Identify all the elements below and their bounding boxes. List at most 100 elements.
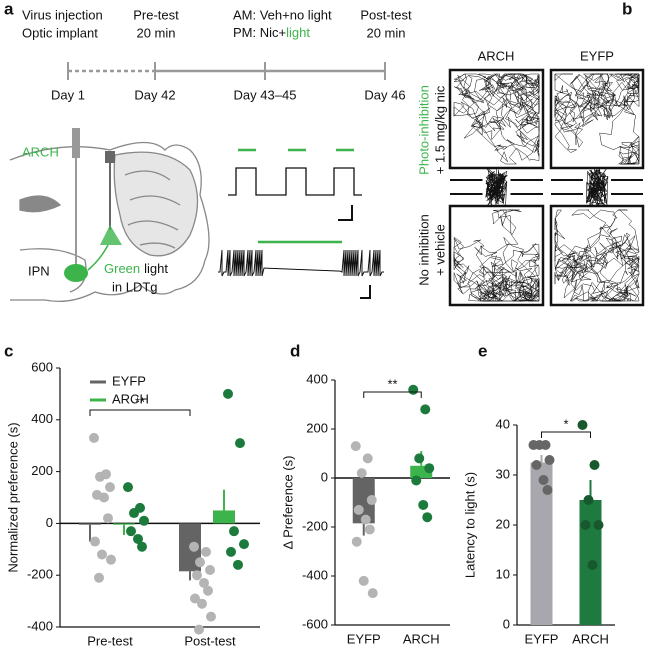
data-point xyxy=(593,520,604,530)
bar xyxy=(113,523,135,525)
data-point xyxy=(89,432,99,443)
timeline-text: 20 min xyxy=(366,25,405,40)
maze-row: + 1.5 mg/kg nic xyxy=(432,85,447,174)
bar xyxy=(530,462,553,625)
y-tick-label: -200 xyxy=(27,567,53,582)
bar xyxy=(213,510,235,524)
light-label: light xyxy=(144,261,168,276)
data-point xyxy=(351,536,362,547)
data-point xyxy=(424,463,435,474)
data-point xyxy=(229,526,239,537)
data-point xyxy=(362,453,373,464)
data-point xyxy=(364,524,375,535)
light-label: Green light xyxy=(104,261,168,276)
data-point xyxy=(360,514,371,525)
fiber xyxy=(105,151,115,163)
y-tick-label: 600 xyxy=(31,359,53,374)
day-label: Day 46 xyxy=(364,87,405,102)
y-tick-label: 10 xyxy=(496,566,510,581)
data-point xyxy=(139,515,149,526)
data-point xyxy=(99,492,109,503)
significance: ** xyxy=(135,394,145,409)
data-point xyxy=(95,471,105,482)
data-point xyxy=(106,554,116,565)
data-point xyxy=(189,541,199,552)
timeline-text: PM: Nic+ xyxy=(233,25,286,40)
timeline-text: PM: Nic+light xyxy=(233,25,310,40)
data-point xyxy=(350,441,361,452)
data-point xyxy=(414,453,425,464)
maze xyxy=(448,68,645,307)
timeline: Virus injection Optic implant Pre-test 2… xyxy=(22,7,412,102)
day-label: Day 43–45 xyxy=(234,87,297,102)
timeline-text: Optic implant xyxy=(22,25,98,40)
panel-label: e xyxy=(478,341,487,360)
maze-row: Photo-inhibition xyxy=(416,85,431,175)
panel-label: c xyxy=(4,341,13,360)
y-axis-title: Latency to light (s) xyxy=(462,472,477,578)
data-point xyxy=(195,557,205,568)
data-point xyxy=(538,475,549,485)
x-tick-label: ARCH xyxy=(572,631,609,646)
trajectory xyxy=(554,73,640,165)
trajectory xyxy=(453,73,540,165)
data-point xyxy=(197,598,207,609)
trajectory xyxy=(453,209,540,302)
y-tick-label: 400 xyxy=(31,411,53,426)
y-tick-label: 40 xyxy=(496,416,510,431)
maze-chamber xyxy=(549,204,645,307)
timeline-text: light xyxy=(286,25,310,40)
data-point xyxy=(422,512,433,523)
traces xyxy=(218,148,384,299)
bar xyxy=(79,523,101,525)
day-label: Day 1 xyxy=(51,87,85,102)
data-point xyxy=(589,460,600,470)
y-axis-title: Δ Preference (s) xyxy=(280,456,295,550)
data-point xyxy=(358,575,369,586)
x-tick-label: Post-test xyxy=(184,633,236,648)
x-tick-label: EYFP xyxy=(525,631,559,646)
data-point xyxy=(239,539,249,550)
light-label: in LDTg xyxy=(112,279,158,294)
data-point xyxy=(203,585,213,596)
data-point xyxy=(531,460,542,470)
significance-bracket xyxy=(363,391,422,398)
data-point xyxy=(137,541,147,552)
projection xyxy=(87,244,109,271)
data-point xyxy=(205,565,215,576)
trajectory xyxy=(485,167,508,207)
significance-bracket xyxy=(89,409,191,416)
brain-schematic xyxy=(9,141,210,303)
y-tick-label: 0 xyxy=(46,515,53,530)
data-point xyxy=(194,624,204,635)
data-point xyxy=(542,485,553,495)
day-label: Day 42 xyxy=(134,87,175,102)
injector xyxy=(72,128,80,158)
y-tick-label: 0 xyxy=(321,469,328,484)
maze-chamber xyxy=(448,204,545,307)
data-point xyxy=(94,572,104,583)
y-axis-title: Normalized preference (s) xyxy=(5,422,20,572)
data-point xyxy=(353,504,364,515)
data-point xyxy=(366,495,377,506)
x-tick-label: EYFP xyxy=(347,631,381,646)
significance-bracket xyxy=(541,431,591,438)
data-point xyxy=(367,588,378,599)
y-tick-label: -200 xyxy=(302,518,328,533)
y-tick-label: -400 xyxy=(302,567,328,582)
panel-label: d xyxy=(290,341,300,360)
maze-column: ARCH xyxy=(478,48,515,63)
data-point xyxy=(580,520,591,530)
timeline-text: Virus injection xyxy=(22,7,103,22)
trajectory xyxy=(554,209,640,302)
data-point xyxy=(233,559,243,570)
data-point xyxy=(420,404,431,415)
data-point xyxy=(206,611,216,622)
data-point xyxy=(418,499,429,510)
y-tick-label: -600 xyxy=(302,616,328,631)
y-tick-label: 0 xyxy=(503,616,510,631)
maze-row: No inhibition xyxy=(416,214,431,286)
panel-label: a xyxy=(4,0,14,18)
